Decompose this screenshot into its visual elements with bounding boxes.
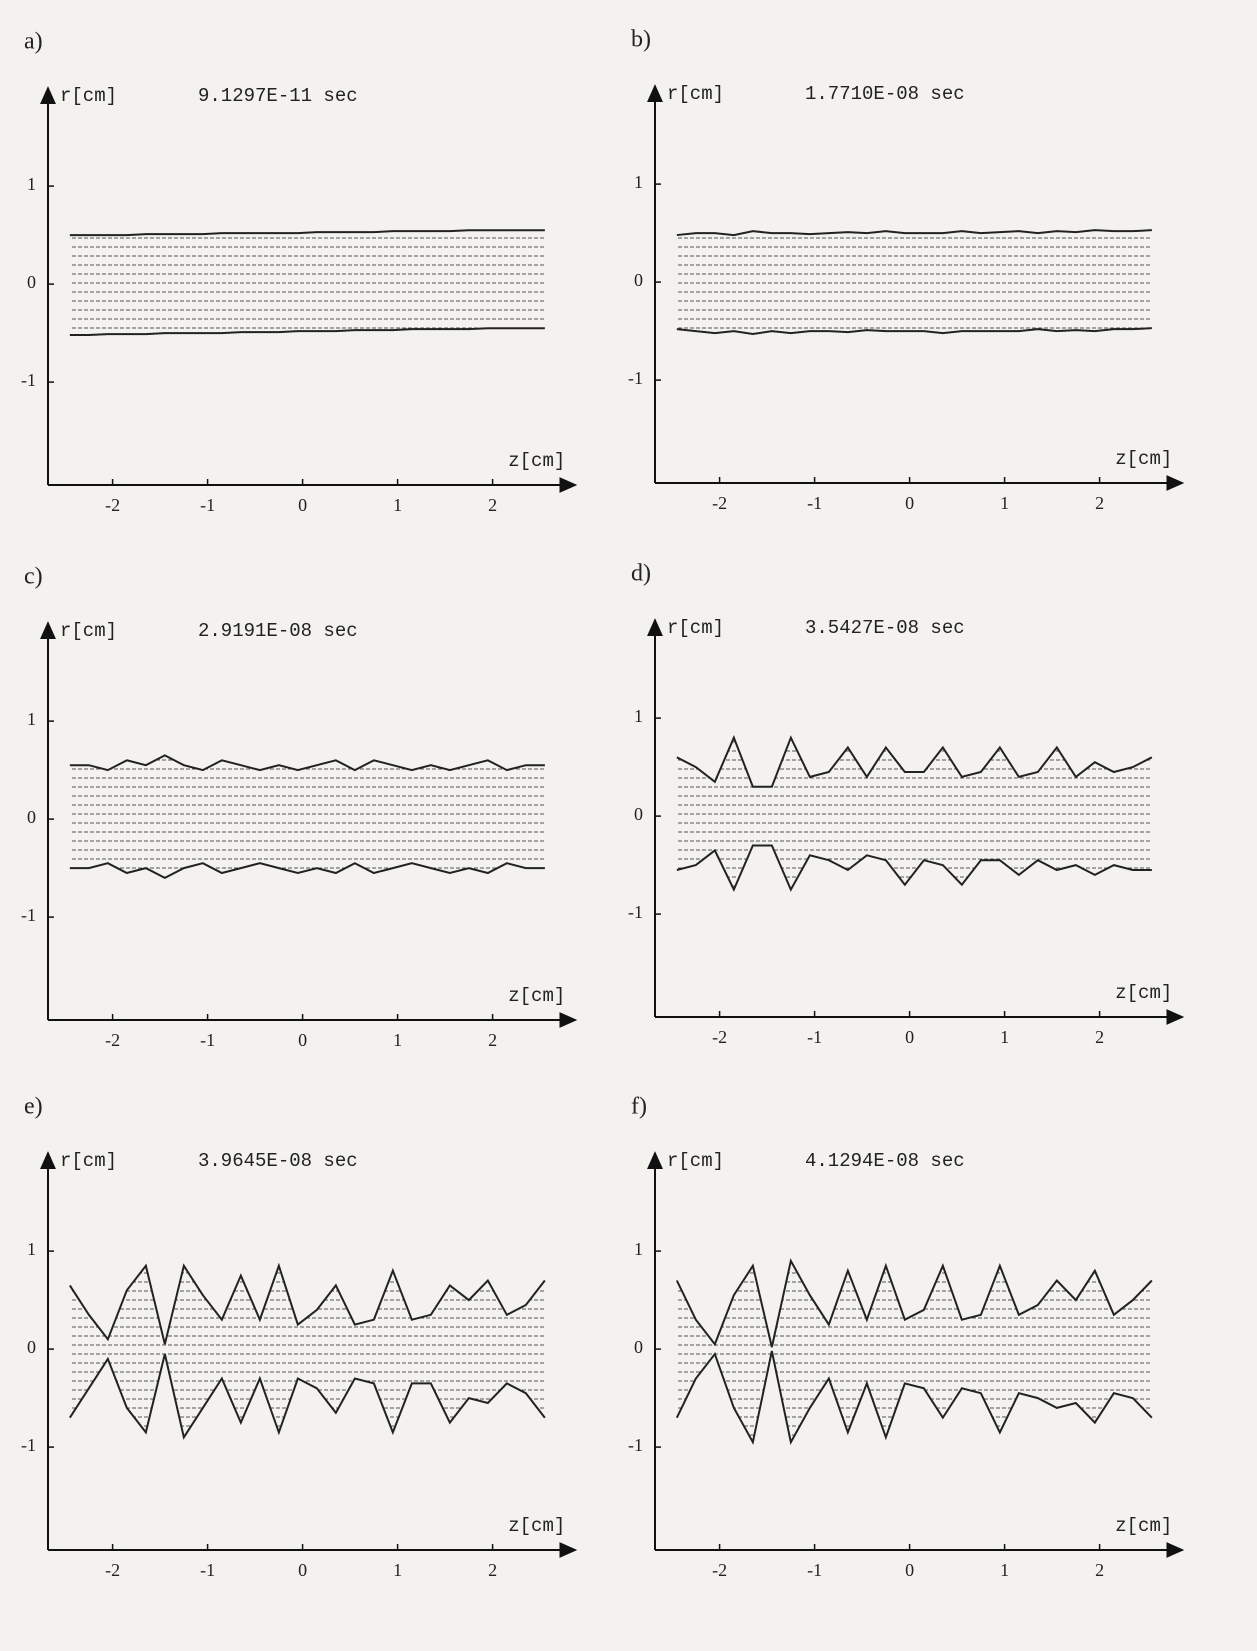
envelope-line xyxy=(69,862,545,880)
x-tick-label: -1 xyxy=(200,495,215,515)
panel-title: 1.7710E-08 sec xyxy=(805,83,965,105)
envelope-line xyxy=(676,229,1152,237)
x-tick-label: 2 xyxy=(1095,493,1104,513)
x-axis-label: z[cm] xyxy=(1115,1515,1172,1537)
y-tick-label: 1 xyxy=(27,709,36,729)
x-tick-label: -2 xyxy=(712,1560,727,1580)
panel-label: b) xyxy=(631,27,651,53)
y-axis-label: r[cm] xyxy=(667,617,724,639)
y-tick-label: -1 xyxy=(628,902,643,922)
envelope-line xyxy=(675,1258,1153,1348)
x-tick-label: 1 xyxy=(1000,1560,1009,1580)
particle-band xyxy=(69,1265,545,1438)
envelope-line xyxy=(69,754,545,772)
panel-label: f) xyxy=(631,1094,647,1120)
particle-band xyxy=(676,230,1152,335)
y-axis-label: r[cm] xyxy=(667,1150,724,1172)
y-tick-label: 0 xyxy=(27,1337,36,1357)
x-tick-label: 2 xyxy=(488,495,497,515)
x-tick-label: 0 xyxy=(298,1030,307,1050)
particle-band xyxy=(676,737,1152,890)
y-tick-label: 0 xyxy=(634,1337,643,1357)
envelope-line xyxy=(676,327,1152,336)
x-tick-label: 1 xyxy=(1000,1027,1009,1047)
y-tick-label: 0 xyxy=(27,272,36,292)
x-tick-label: 2 xyxy=(488,1030,497,1050)
particle-band xyxy=(676,1260,1152,1443)
x-tick-label: -1 xyxy=(807,1560,822,1580)
particle-band xyxy=(69,755,545,878)
x-tick-label: 0 xyxy=(905,493,914,513)
x-tick-label: 1 xyxy=(393,495,402,515)
x-tick-label: 2 xyxy=(1095,1560,1104,1580)
y-tick-label: -1 xyxy=(628,368,643,388)
x-tick-label: 2 xyxy=(1095,1027,1104,1047)
y-tick-label: -1 xyxy=(21,370,36,390)
x-tick-label: -2 xyxy=(712,1027,727,1047)
y-tick-label: 1 xyxy=(27,1239,36,1259)
x-tick-label: 0 xyxy=(905,1027,914,1047)
x-axis-label: z[cm] xyxy=(508,450,565,472)
x-tick-label: 0 xyxy=(298,495,307,515)
envelope-line xyxy=(675,1350,1153,1446)
y-tick-label: 1 xyxy=(634,172,643,192)
x-tick-label: -2 xyxy=(105,495,120,515)
x-axis-label: z[cm] xyxy=(508,1515,565,1537)
y-tick-label: 1 xyxy=(634,706,643,726)
x-axis-label: z[cm] xyxy=(1115,982,1172,1004)
x-tick-label: -2 xyxy=(105,1030,120,1050)
y-tick-label: -1 xyxy=(628,1435,643,1455)
x-tick-label: 1 xyxy=(1000,493,1009,513)
x-tick-label: -2 xyxy=(105,1560,120,1580)
panel-title: 2.9191E-08 sec xyxy=(198,620,358,642)
panel-title: 4.1294E-08 sec xyxy=(805,1150,965,1172)
x-tick-label: -1 xyxy=(200,1030,215,1050)
y-tick-label: 0 xyxy=(634,804,643,824)
x-tick-label: 1 xyxy=(393,1030,402,1050)
x-tick-label: 0 xyxy=(298,1560,307,1580)
y-tick-label: -1 xyxy=(21,1435,36,1455)
y-tick-label: 0 xyxy=(634,270,643,290)
x-tick-label: -1 xyxy=(807,1027,822,1047)
y-tick-label: -1 xyxy=(21,905,36,925)
envelope-line xyxy=(69,327,545,337)
y-tick-label: 1 xyxy=(27,174,36,194)
panel-label: a) xyxy=(24,29,43,55)
y-axis-label: r[cm] xyxy=(60,1150,117,1172)
x-tick-label: 0 xyxy=(905,1560,914,1580)
panel-label: e) xyxy=(24,1094,43,1120)
y-axis-label: r[cm] xyxy=(60,620,117,642)
x-tick-label: 2 xyxy=(488,1560,497,1580)
envelope-line xyxy=(69,229,545,237)
x-axis-label: z[cm] xyxy=(1115,448,1172,470)
y-tick-label: 0 xyxy=(27,807,36,827)
panel-title: 9.1297E-11 sec xyxy=(198,85,358,107)
particle-band xyxy=(69,230,545,336)
y-axis-label: r[cm] xyxy=(60,85,117,107)
x-tick-label: 1 xyxy=(393,1560,402,1580)
envelope-line xyxy=(676,844,1152,893)
x-tick-label: -1 xyxy=(807,493,822,513)
envelope-line xyxy=(69,1262,546,1345)
x-axis-label: z[cm] xyxy=(508,985,565,1007)
panel-title: 3.9645E-08 sec xyxy=(198,1150,358,1172)
envelope-line xyxy=(69,1353,546,1440)
y-tick-label: 1 xyxy=(634,1239,643,1259)
envelope-line xyxy=(676,735,1153,788)
panel-label: d) xyxy=(631,561,651,587)
x-tick-label: -1 xyxy=(200,1560,215,1580)
y-axis-label: r[cm] xyxy=(667,83,724,105)
panel-title: 3.5427E-08 sec xyxy=(805,617,965,639)
panel-label: c) xyxy=(24,564,43,590)
x-tick-label: -2 xyxy=(712,493,727,513)
